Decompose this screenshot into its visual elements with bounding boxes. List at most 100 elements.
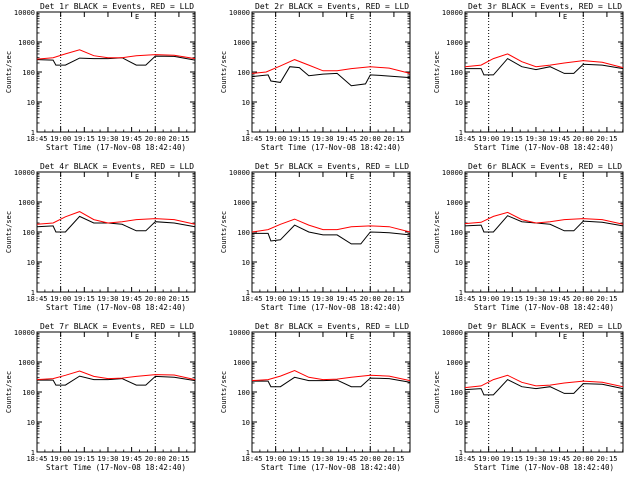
y-axis-label: Counts/sec: [220, 371, 228, 413]
y-tick-label: 1000: [233, 39, 250, 47]
series-lld-line: [464, 374, 624, 389]
y-tick-label: 1: [31, 289, 35, 297]
y-tick-label: 100: [450, 69, 463, 77]
x-axis-label: Start Time (17-Nov-08 18:42:40): [261, 143, 401, 152]
x-tick-label: 20:15: [596, 295, 617, 303]
panel-title: Det 6r BLACK = Events, RED = LLD: [468, 162, 622, 171]
series-lld-line: [464, 53, 624, 69]
y-axis-label: Counts/sec: [220, 51, 228, 93]
x-axis-label: Start Time (17-Nov-08 18:42:40): [474, 143, 614, 152]
series-lld-line: [251, 218, 411, 233]
x-tick-label: 20:15: [596, 135, 617, 143]
x-tick-label: 19:30: [97, 295, 118, 303]
event-marker-glyph: E: [350, 13, 354, 21]
y-axis-label: Counts/sec: [433, 371, 441, 413]
series-lld-line: [464, 211, 624, 225]
panel-1: Det 1r BLACK = Events, RED = LLD E 1 10 100 1…: [5, 2, 196, 152]
y-tick-label: 1000: [446, 39, 463, 47]
y-tick-label: 10000: [442, 329, 463, 337]
series-events-line: [37, 375, 196, 386]
y-tick-label: 100: [450, 389, 463, 397]
y-tick-label: 100: [22, 229, 35, 237]
panel-title: Det 7r BLACK = Events, RED = LLD: [40, 322, 194, 331]
y-axis-label: Counts/sec: [5, 51, 13, 93]
x-tick-label: 19:15: [502, 135, 523, 143]
event-marker-glyph: E: [135, 333, 139, 341]
x-tick-label: 19:30: [525, 295, 546, 303]
series-lld-line: [251, 59, 411, 74]
y-axis-label: Counts/sec: [433, 211, 441, 253]
x-tick-label: 19:45: [121, 455, 142, 463]
x-tick-label: 19:45: [336, 135, 357, 143]
x-tick-label: 20:00: [145, 135, 166, 143]
x-tick-label: 19:15: [289, 295, 310, 303]
y-tick-label: 10: [27, 99, 35, 107]
y-tick-label: 10000: [14, 9, 35, 17]
y-tick-label: 1000: [233, 199, 250, 207]
panel-9: Det 9r BLACK = Events, RED = LLD E 1 10 100 1…: [433, 322, 624, 472]
x-axis-label: Start Time (17-Nov-08 18:42:40): [261, 303, 401, 312]
x-tick-label: 19:15: [502, 455, 523, 463]
y-tick-label: 10: [242, 419, 250, 427]
x-tick-label: 18:45: [26, 135, 47, 143]
x-tick-label: 18:45: [454, 135, 475, 143]
y-tick-label: 10000: [442, 9, 463, 17]
x-tick-label: 19:00: [478, 295, 499, 303]
x-tick-label: 18:45: [241, 455, 262, 463]
panel-title: Det 4r BLACK = Events, RED = LLD: [40, 162, 194, 171]
x-tick-label: 18:45: [454, 295, 475, 303]
panel-6: Det 6r BLACK = Events, RED = LLD E 1 10 100 1…: [433, 162, 624, 312]
x-tick-label: 20:00: [573, 455, 594, 463]
y-tick-label: 10000: [14, 329, 35, 337]
panel-title: Det 5r BLACK = Events, RED = LLD: [255, 162, 409, 171]
y-tick-label: 1000: [18, 39, 35, 47]
y-tick-label: 10: [455, 259, 463, 267]
x-axis-label: Start Time (17-Nov-08 18:42:40): [46, 463, 186, 472]
x-tick-label: 20:00: [145, 295, 166, 303]
panel-2: Det 2r BLACK = Events, RED = LLD E 1 10 100 1…: [220, 2, 411, 152]
x-tick-label: 19:30: [525, 135, 546, 143]
x-tick-label: 20:15: [383, 455, 404, 463]
panel-3: Det 3r BLACK = Events, RED = LLD E 1 10 100 1…: [433, 2, 624, 152]
y-tick-label: 1000: [446, 199, 463, 207]
y-tick-label: 100: [22, 389, 35, 397]
x-tick-label: 19:45: [336, 295, 357, 303]
x-tick-label: 19:00: [478, 135, 499, 143]
y-tick-label: 1: [459, 129, 463, 137]
x-tick-label: 19:30: [97, 135, 118, 143]
event-marker-glyph: E: [350, 333, 354, 341]
y-tick-label: 10: [455, 99, 463, 107]
y-tick-label: 1: [246, 129, 250, 137]
y-tick-label: 1: [31, 449, 35, 457]
x-tick-label: 19:30: [312, 295, 333, 303]
x-tick-label: 20:15: [168, 135, 189, 143]
y-tick-label: 10000: [229, 169, 250, 177]
x-tick-label: 19:15: [74, 455, 95, 463]
x-tick-label: 20:00: [573, 295, 594, 303]
y-tick-label: 10000: [229, 9, 250, 17]
x-axis-label: Start Time (17-Nov-08 18:42:40): [474, 303, 614, 312]
panel-title: Det 1r BLACK = Events, RED = LLD: [40, 2, 194, 11]
x-tick-label: 19:15: [289, 455, 310, 463]
y-tick-label: 100: [237, 389, 250, 397]
x-tick-label: 19:45: [549, 135, 570, 143]
event-marker-glyph: E: [563, 173, 567, 181]
y-tick-label: 1: [459, 449, 463, 457]
y-axis-label: Counts/sec: [220, 211, 228, 253]
x-tick-label: 18:45: [26, 455, 47, 463]
x-axis-label: Start Time (17-Nov-08 18:42:40): [46, 143, 186, 152]
x-tick-label: 19:30: [97, 455, 118, 463]
panel-title: Det 9r BLACK = Events, RED = LLD: [468, 322, 622, 331]
x-tick-label: 19:15: [74, 295, 95, 303]
series-events-line: [36, 55, 196, 66]
y-tick-label: 1000: [446, 359, 463, 367]
y-tick-label: 10: [27, 259, 35, 267]
y-tick-label: 1: [31, 129, 35, 137]
panel-title: Det 8r BLACK = Events, RED = LLD: [255, 322, 409, 331]
x-tick-label: 19:15: [289, 135, 310, 143]
y-tick-label: 1000: [18, 359, 35, 367]
x-tick-label: 19:45: [549, 295, 570, 303]
x-tick-label: 20:15: [168, 295, 189, 303]
series-lld-line: [36, 370, 196, 381]
y-axis-label: Counts/sec: [433, 51, 441, 93]
